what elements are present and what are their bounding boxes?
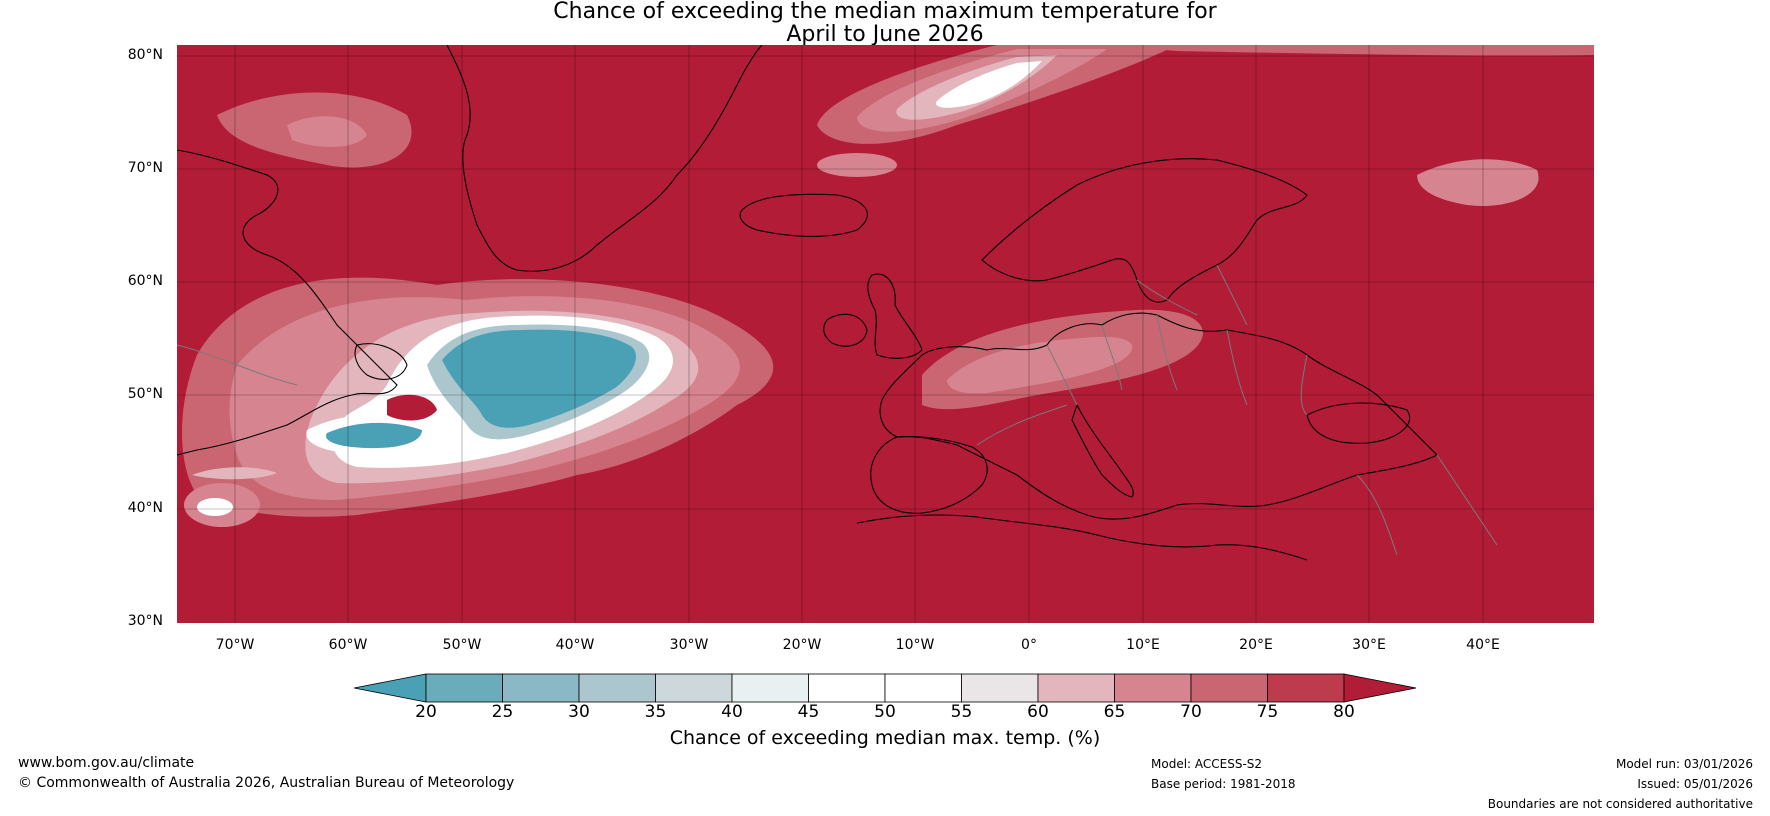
colorbar-arrow-low <box>353 673 427 703</box>
colorbar-segment <box>578 673 656 703</box>
colorbar-segment <box>731 673 809 703</box>
colorbar-tick-label: 70 <box>1180 702 1202 722</box>
greenland-sea-anomaly <box>817 45 1594 177</box>
colorbar-segment <box>1267 673 1345 703</box>
lon-label-50w: 50°W <box>442 637 482 653</box>
lat-label-50n: 50°N <box>127 386 163 402</box>
lon-label-10e: 10°E <box>1126 637 1160 653</box>
colorbar <box>353 673 1418 707</box>
lat-label-60n: 60°N <box>127 273 163 289</box>
lon-label-40e: 40°E <box>1466 637 1500 653</box>
footer-url[interactable]: www.bom.gov.au/climate <box>18 755 195 771</box>
scandinavia-coast <box>981 158 1308 303</box>
colorbar-tick-label: 20 <box>415 702 437 722</box>
iberia-coast <box>870 436 988 514</box>
colorbar-tick-label: 75 <box>1256 702 1279 722</box>
lon-label-0: 0° <box>1021 637 1037 653</box>
coastlines <box>177 45 1438 561</box>
baffin-anomaly <box>217 92 412 168</box>
map-svg <box>177 45 1594 623</box>
footer-model-run: Model run: 03/01/2026 <box>1615 757 1753 771</box>
colorbar-tick-label: 35 <box>644 702 667 722</box>
lon-label-40w: 40°W <box>555 637 595 653</box>
lat-label-80n: 80°N <box>127 47 163 63</box>
lon-label-10w: 10°W <box>895 637 935 653</box>
lat-label-40n: 40°N <box>127 500 163 516</box>
colorbar-tick-label: 60 <box>1027 702 1049 722</box>
colorbar-tick-label: 25 <box>491 702 514 722</box>
title-line-1: Chance of exceeding the median maximum t… <box>553 0 1217 24</box>
black-sea-coast <box>1306 402 1410 444</box>
lon-label-20w: 20°W <box>782 637 822 653</box>
colorbar-tick-label: 65 <box>1103 702 1126 722</box>
ireland-coast <box>823 313 868 347</box>
colorbar-label: Chance of exceeding median max. temp. (%… <box>669 727 1101 749</box>
europe-anomaly <box>922 159 1539 410</box>
iceland-coast <box>739 193 868 237</box>
lon-label-20e: 20°E <box>1239 637 1273 653</box>
colorbar-segment <box>1190 673 1268 703</box>
footer-issued: Issued: 05/01/2026 <box>1637 777 1753 791</box>
north-africa-coast <box>856 514 1308 561</box>
footer-model: Model: ACCESS-S2 <box>1151 757 1263 771</box>
footer-base-period: Base period: 1981-2018 <box>1151 777 1296 791</box>
colorbar-segment <box>502 673 580 703</box>
colorbar-tick-label: 55 <box>950 702 973 722</box>
colorbar-arrow-high <box>1343 673 1417 703</box>
labrador-coast <box>177 149 398 456</box>
greenland-coast <box>446 45 763 272</box>
newfoundland-coast <box>354 343 408 380</box>
colorbar-segment <box>655 673 733 703</box>
britain-coast <box>867 273 923 359</box>
lon-label-60w: 60°W <box>328 637 368 653</box>
italy-coast <box>1071 403 1134 498</box>
title-line-2: April to June 2026 <box>786 22 984 47</box>
chart-title: Chance of exceeding the median maximum t… <box>0 0 1770 46</box>
forecast-map <box>177 45 1594 623</box>
colorbar-tick-label: 50 <box>874 702 896 722</box>
colorbar-tick-label: 45 <box>797 702 820 722</box>
colorbar-segment <box>1114 673 1192 703</box>
lon-label-30e: 30°E <box>1352 637 1386 653</box>
europe-mainland-coast <box>879 312 1438 520</box>
colorbar-tick-label: 40 <box>721 702 743 722</box>
footer-disclaimer: Boundaries are not considered authoritat… <box>1487 797 1753 811</box>
colorbar-segment <box>1037 673 1115 703</box>
lat-label-30n: 30°N <box>127 613 163 629</box>
graticule <box>177 45 1594 623</box>
colorbar-segments <box>353 673 1417 703</box>
colorbar-segment <box>808 673 886 703</box>
country-borders <box>177 264 1498 556</box>
footer-copyright: © Commonwealth of Australia 2026, Austra… <box>18 775 515 791</box>
colorbar-segment <box>961 673 1039 703</box>
colorbar-segment <box>884 673 962 703</box>
colorbar-tick-label: 80 <box>1333 702 1355 722</box>
lon-label-70w: 70°W <box>215 637 255 653</box>
colorbar-svg <box>353 673 1417 703</box>
colorbar-tick-label: 30 <box>568 702 590 722</box>
colorbar-segment <box>425 673 503 703</box>
lat-label-70n: 70°N <box>127 160 163 176</box>
north-atlantic-anomaly <box>182 277 774 527</box>
lon-label-30w: 30°W <box>669 637 709 653</box>
